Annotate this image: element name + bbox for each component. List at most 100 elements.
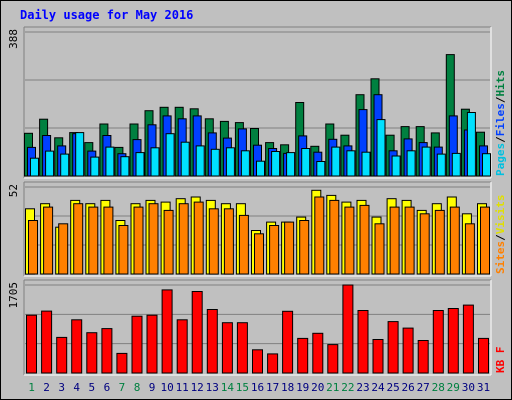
bar-sites-day-24	[374, 223, 385, 275]
bar-pages-day-30	[466, 112, 476, 177]
bar-kb-f-day-21	[327, 344, 339, 374]
x-tick-label-day-9: 9	[149, 381, 156, 394]
bar-sites-day-25	[389, 206, 400, 275]
bar-kb-f-day-10	[161, 289, 173, 374]
chart-panels: 388Pages/Files/Hits52Sites/Visits1705KB …	[7, 26, 507, 376]
y-max-tick-label: 1705	[7, 282, 20, 309]
bar-pages-day-25	[391, 155, 401, 177]
bar-pages-day-23	[361, 151, 371, 177]
x-tick-label-day-30: 30	[462, 381, 475, 394]
bar-sites-day-23	[359, 204, 370, 275]
x-tick-label-day-31: 31	[477, 381, 490, 394]
bar-kb-f-day-2	[41, 310, 53, 374]
x-tick-label-day-7: 7	[119, 381, 126, 394]
bar-kb-f-day-18	[282, 310, 294, 374]
y-max-tick-label: 388	[7, 29, 20, 49]
panel-kbytes: 1705 KB F	[7, 279, 507, 376]
side-legend-separator: /	[494, 136, 507, 143]
x-tick-label-day-3: 3	[58, 381, 65, 394]
bar-pages-day-3	[60, 153, 70, 177]
side-legend-separator	[494, 353, 507, 360]
bar-pages-day-2	[45, 150, 55, 177]
bar-sites-day-13	[208, 208, 219, 275]
bar-sites-day-6	[103, 206, 114, 275]
side-legend-hits-files-pages: Pages/Files/Hits	[494, 70, 507, 176]
x-tick-label-day-17: 17	[266, 381, 279, 394]
side-legend-hits: Hits	[494, 70, 507, 97]
bar-sites-day-4	[73, 203, 84, 275]
bar-kb-f-day-31	[478, 337, 489, 374]
x-tick-label-day-16: 16	[251, 381, 264, 394]
bar-kb-f-day-9	[146, 314, 158, 374]
bar-kb-f-day-6	[101, 328, 113, 374]
x-tick-label-day-8: 8	[134, 381, 141, 394]
bar-sites-day-1	[28, 220, 38, 275]
bar-sites-day-20	[314, 196, 325, 275]
bar-sites-day-8	[133, 206, 144, 275]
x-tick-label-day-21: 21	[326, 381, 339, 394]
bar-pages-day-12	[195, 145, 205, 177]
bar-sites-day-28	[434, 209, 445, 275]
bar-sites-day-22	[344, 206, 355, 275]
bar-sites-day-9	[148, 203, 159, 275]
panel-visits-sites: 52 Sites/Visits	[7, 181, 507, 277]
bar-kb-f-day-7	[116, 352, 128, 374]
bar-pages-day-8	[135, 152, 145, 177]
x-tick-label-day-23: 23	[356, 381, 369, 394]
x-tick-label-day-15: 15	[236, 381, 249, 394]
bar-pages-day-19	[301, 148, 311, 177]
bar-pages-day-10	[165, 133, 175, 177]
bar-kb-f-day-17	[267, 353, 279, 374]
bar-sites-day-29	[449, 206, 460, 275]
x-tick-label-day-24: 24	[371, 381, 385, 394]
x-tick-label-day-13: 13	[206, 381, 219, 394]
x-tick-label-day-5: 5	[88, 381, 95, 394]
bar-kb-f-day-29	[447, 308, 459, 374]
bar-sites-day-11	[178, 203, 189, 275]
bar-kb-f-day-26	[402, 327, 414, 374]
side-legend-pages: Pages	[494, 143, 507, 176]
bar-kb-f-day-20	[312, 332, 324, 374]
bar-kb-f-day-11	[176, 319, 188, 374]
bar-kb-f-day-8	[131, 315, 143, 374]
x-tick-label-day-2: 2	[43, 381, 50, 394]
bar-pages-day-4	[75, 132, 85, 177]
bar-sites-day-10	[163, 209, 174, 275]
bar-pages-day-1	[30, 157, 39, 177]
bar-pages-day-7	[120, 156, 130, 177]
x-tick-label-day-14: 14	[221, 381, 235, 394]
bar-pages-day-20	[316, 161, 326, 177]
x-tick-label-day-20: 20	[311, 381, 324, 394]
bar-pages-day-18	[286, 152, 296, 177]
bar-sites-day-31	[480, 206, 490, 275]
bar-kb-f-day-5	[86, 332, 98, 374]
bar-kb-f-day-16	[252, 349, 263, 374]
x-tick-label-day-4: 4	[73, 381, 80, 394]
bar-pages-day-26	[406, 150, 416, 177]
bar-pages-day-13	[210, 148, 220, 177]
bar-sites-day-21	[329, 199, 340, 275]
bar-sites-day-7	[118, 225, 129, 275]
bar-pages-day-14	[225, 147, 235, 177]
x-axis-day-labels: 1 2 3 4 5 6 7 8 9 10 11 12 13 14 15 16 17 18 19 20 21 22 23 24 2…	[28, 381, 490, 394]
bar-kb-f-day-25	[387, 321, 399, 374]
bar-pages-day-28	[436, 153, 446, 177]
side-legend-kbytes: KB F	[494, 347, 507, 374]
bar-kb-f-day-13	[206, 309, 218, 374]
bar-kb-f-day-15	[236, 322, 248, 374]
bar-pages-day-31	[482, 153, 491, 177]
bar-pages-day-24	[376, 119, 386, 177]
side-legend-files: Files	[494, 103, 507, 136]
bar-sites-day-5	[88, 206, 99, 275]
x-tick-label-day-19: 19	[296, 381, 309, 394]
bar-pages-day-11	[180, 141, 190, 177]
bar-pages-day-15	[240, 150, 250, 177]
x-tick-label-day-11: 11	[176, 381, 189, 394]
bar-pages-day-16	[256, 160, 265, 177]
bar-pages-day-22	[346, 150, 356, 177]
bar-sites-day-14	[223, 208, 234, 275]
x-tick-label-day-28: 28	[432, 381, 445, 394]
bar-sites-day-17	[269, 225, 280, 275]
